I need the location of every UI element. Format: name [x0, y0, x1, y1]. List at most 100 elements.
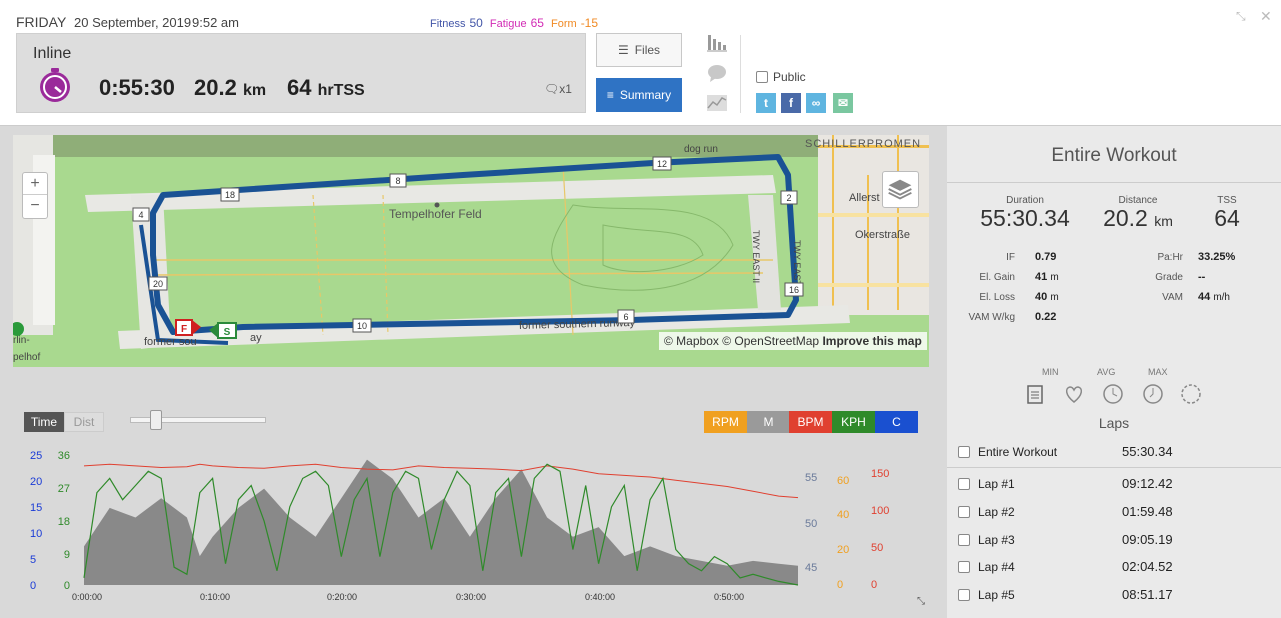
- lap-time: 02:04.52: [1122, 559, 1173, 574]
- axis-tick-label-kph: 18: [58, 516, 70, 528]
- zoom-control: + −: [22, 172, 48, 219]
- public-toggle[interactable]: Public: [756, 70, 806, 84]
- close-icon[interactable]: ✕: [1260, 8, 1272, 24]
- km-marker[interactable]: 16: [784, 282, 804, 297]
- street-label-southwest: former sou: [144, 336, 197, 348]
- clock-icon[interactable]: [1102, 383, 1124, 405]
- expand-icon[interactable]: ⤡: [1236, 9, 1246, 23]
- clipboard-icon[interactable]: [1024, 383, 1046, 405]
- start-flag-icon[interactable]: S: [209, 322, 237, 339]
- zoom-slider-handle[interactable]: [150, 410, 162, 430]
- zoom-out-button[interactable]: −: [30, 197, 40, 214]
- lap-checkbox[interactable]: [958, 561, 970, 573]
- km-marker[interactable]: 6: [617, 309, 635, 324]
- lap-time: 55:30.34: [1122, 444, 1173, 459]
- vam-value: 44 m/h: [1198, 291, 1230, 303]
- distance-toggle[interactable]: Dist: [64, 412, 104, 432]
- attribution-osm-link[interactable]: © OpenStreetMap: [722, 334, 820, 348]
- pa-hr-label: Pa:Hr: [1157, 252, 1183, 263]
- files-button[interactable]: ☰ Files: [596, 33, 682, 67]
- dog-run-label: dog run: [684, 144, 718, 155]
- zoom-in-button[interactable]: +: [23, 173, 47, 195]
- public-checkbox[interactable]: [756, 71, 768, 83]
- clock-icon-2[interactable]: [1142, 383, 1164, 405]
- dashed-circle-icon[interactable]: [1180, 383, 1202, 405]
- lap-time: 09:12.42: [1122, 476, 1173, 491]
- workout-date: 20 September, 2019: [74, 15, 192, 30]
- lap-name: Lap #5: [978, 588, 1015, 602]
- files-icon: ☰: [617, 43, 629, 57]
- analysis-chart-icon[interactable]: [706, 91, 728, 113]
- link-icon[interactable]: ∞: [806, 93, 826, 113]
- svg-text:8: 8: [395, 176, 400, 186]
- improve-map-link[interactable]: Improve this map: [822, 334, 922, 348]
- axis-tick-label-elevation: 50: [805, 518, 817, 530]
- lap-checkbox[interactable]: [958, 446, 970, 458]
- vam-label: VAM: [1162, 292, 1183, 303]
- twitter-icon[interactable]: t: [756, 93, 776, 113]
- workout-chart[interactable]: 2520151050362718905550456040200150100500…: [0, 440, 940, 618]
- attribution-mapbox-link[interactable]: © Mapbox: [664, 334, 719, 348]
- chart-section: Time Dist RPM M BPM KPH C: [13, 398, 929, 618]
- workout-summary-box: Inline 0:55:30 20.2 km 64 hrTSS 🗨x1: [16, 33, 586, 113]
- finish-flag-icon[interactable]: F: [175, 319, 201, 336]
- summary-button[interactable]: ≡ Summary: [596, 78, 682, 112]
- axis-tick-label-c: 25: [30, 450, 42, 462]
- form-value: -15: [580, 16, 599, 30]
- lap-checkbox[interactable]: [958, 589, 970, 601]
- resize-handle-icon[interactable]: ⤡: [917, 596, 925, 607]
- heart-icon[interactable]: [1063, 383, 1085, 405]
- workout-header: FRIDAY 20 September, 2019 9:52 am Fitnes…: [0, 0, 1281, 126]
- summary-duration: 0:55:30: [99, 75, 175, 100]
- lap-checkbox[interactable]: [958, 534, 970, 546]
- km-marker[interactable]: 4: [132, 207, 150, 222]
- stopwatch-icon: [40, 68, 70, 102]
- grade-label: Grade: [1155, 272, 1183, 283]
- comment-icon[interactable]: [706, 62, 728, 84]
- channel-c-button[interactable]: C: [875, 411, 918, 433]
- duration-label: Duration: [1006, 195, 1044, 206]
- km-marker[interactable]: 10: [352, 318, 372, 333]
- email-icon[interactable]: ✉: [833, 93, 853, 113]
- bar-chart-icon[interactable]: [706, 32, 728, 54]
- axis-tick-label-rpm: 60: [837, 475, 849, 487]
- lap-row[interactable]: Lap #5 08:51.17: [947, 582, 1281, 610]
- lap-row[interactable]: Lap #4 02:04.52: [947, 554, 1281, 582]
- lap-name: Lap #2: [978, 505, 1015, 519]
- tss-value: 64: [1214, 205, 1240, 231]
- layers-icon[interactable]: [882, 171, 919, 208]
- distance-label: Distance: [1118, 195, 1158, 206]
- route-map[interactable]: Tempelhofer Feld former southern runway …: [13, 135, 929, 367]
- elevation-loss-label: El. Loss: [979, 292, 1015, 303]
- elevation-gain-value: 41 m: [1035, 271, 1059, 283]
- lap-row[interactable]: Lap #1 09:12.42: [947, 471, 1281, 499]
- channel-m-button[interactable]: M: [747, 411, 790, 433]
- km-marker[interactable]: 18: [220, 187, 240, 202]
- km-marker[interactable]: 20: [148, 276, 168, 291]
- lap-checkbox[interactable]: [958, 478, 970, 490]
- lap-name: Entire Workout: [978, 445, 1058, 459]
- zoom-slider-track[interactable]: [130, 417, 266, 423]
- km-marker[interactable]: 12: [652, 156, 672, 171]
- x-tick-label: 0:30:00: [456, 592, 486, 602]
- facebook-icon[interactable]: f: [781, 93, 801, 113]
- km-marker[interactable]: 2: [780, 190, 798, 205]
- axis-tick-label-bpm: 150: [871, 468, 889, 480]
- svg-text:18: 18: [225, 190, 235, 200]
- taxiway-label: TWY EAST II: [751, 230, 761, 283]
- fatigue-value: 65: [530, 16, 544, 30]
- lap-row[interactable]: Lap #3 09:05.19: [947, 527, 1281, 555]
- comments-count[interactable]: 🗨x1: [544, 82, 572, 96]
- summary-tss: 64 hrTSS: [287, 75, 365, 100]
- channel-rpm-button[interactable]: RPM: [704, 411, 747, 433]
- time-toggle[interactable]: Time: [24, 412, 64, 432]
- lap-row[interactable]: Lap #2 01:59.48: [947, 499, 1281, 527]
- lap-row[interactable]: Entire Workout 55:30.34: [947, 439, 1281, 467]
- channel-bpm-button[interactable]: BPM: [789, 411, 832, 433]
- lap-checkbox[interactable]: [958, 506, 970, 518]
- channel-kph-button[interactable]: KPH: [832, 411, 875, 433]
- axis-tick-label-kph: 9: [64, 549, 70, 561]
- taxiway-label-2: TWY EAST I: [792, 240, 802, 291]
- km-marker[interactable]: 8: [389, 173, 407, 188]
- sport-title[interactable]: Inline: [33, 45, 72, 62]
